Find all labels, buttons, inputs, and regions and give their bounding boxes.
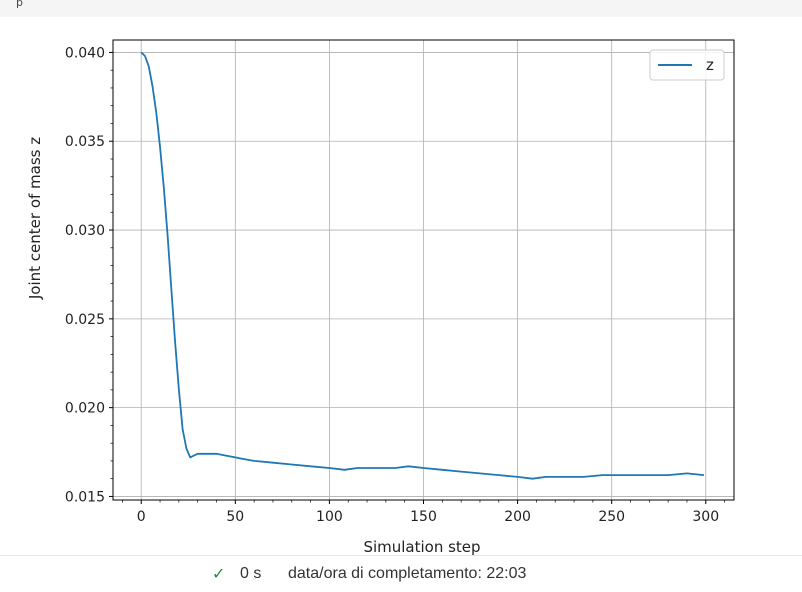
x-tick-label: 250 [598,509,625,525]
y-tick-label: 0.025 [65,312,105,328]
line-chart: 0 50 100 150 200 250 300 0.015 0.020 0.025 0.030 0.… [26,39,735,556]
y-tick-label: 0.015 [65,489,105,505]
execution-duration: 0 s [240,565,262,582]
chart-area: 0 50 100 150 200 250 300 0.015 0.020 0.025 0.030 0.… [0,17,802,556]
check-icon: ✓ [212,564,226,583]
series-layer [140,51,704,480]
y-tick-label: 0.030 [65,223,105,239]
x-tick-label: 200 [504,509,531,525]
x-tick-label: 150 [410,509,437,525]
y-axis-label: Joint center of mass z [26,137,44,300]
x-axis-label: Simulation step [363,538,480,555]
y-tick-label: 0.040 [65,45,105,61]
axes-layer: 0 50 100 150 200 250 300 0.015 0.020 0.025 0.030 0.… [65,39,735,525]
x-tick-label: 50 [226,509,244,525]
x-tick-label: 0 [137,509,146,525]
legend-label-z: z [706,56,714,74]
x-tick-label: 300 [692,509,719,525]
completion-time: data/ora di completamento: 22:03 [288,565,527,582]
series-line-z [140,51,704,480]
legend: z [649,49,725,81]
status-bar: ✓ 0 s data/ora di completamento: 22:03 [0,555,802,592]
y-tick-label: 0.035 [65,134,105,150]
output-top-strip: p [0,0,802,17]
y-tick-label: 0.020 [65,401,105,417]
cell-marker: p [16,0,23,9]
x-tick-label: 100 [316,509,343,525]
grid-layer [113,40,734,500]
